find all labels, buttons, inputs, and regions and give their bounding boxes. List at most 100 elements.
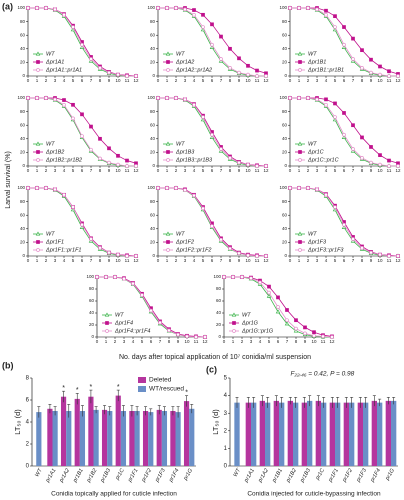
x-tick-label: 11 <box>255 258 260 263</box>
bar <box>93 409 99 466</box>
marker <box>246 63 250 68</box>
marker <box>36 248 40 252</box>
x-tick-label: 4 <box>63 78 66 83</box>
bar <box>175 412 181 466</box>
y-tick-label: 40 <box>20 46 26 51</box>
marker <box>167 328 171 333</box>
y-tick-label: 100 <box>86 274 94 279</box>
marker <box>333 14 337 19</box>
marker <box>134 74 138 78</box>
x-tick-label: 11 <box>125 258 130 263</box>
x-tick-label: pr1F1 <box>327 468 340 484</box>
y-tick-label: 0 <box>284 163 287 168</box>
legend-label: Δpr1F1::pr1F1 <box>45 247 81 253</box>
legend-label: Δpr1B1::pr1B1 <box>307 67 344 73</box>
marker <box>351 237 355 241</box>
marker <box>298 248 302 252</box>
x-tick-label: 9 <box>177 339 180 344</box>
x-tick-label: 1 <box>36 168 39 173</box>
y-tick-label: 1 <box>224 446 228 452</box>
bar <box>101 409 108 466</box>
marker <box>284 321 290 326</box>
y-tick-label: 0 <box>22 73 25 78</box>
y-tick-label: 80 <box>150 109 156 114</box>
marker <box>89 124 93 129</box>
y-tick-label: 60 <box>150 122 156 127</box>
y-tick-label: 8 <box>26 376 30 382</box>
bar <box>385 400 391 466</box>
marker <box>122 276 126 281</box>
marker <box>387 158 391 163</box>
marker <box>71 102 75 107</box>
marker <box>192 12 196 17</box>
marker <box>228 246 232 251</box>
marker <box>89 237 93 241</box>
x-tick-label: 3 <box>316 258 319 263</box>
marker <box>71 205 75 209</box>
x-tick-label: 7 <box>220 78 223 83</box>
legend-label: Δpr1G::pr1G <box>241 328 274 334</box>
legend-label: Δpr1G <box>241 320 259 326</box>
y-tick-label: 0 <box>284 253 287 258</box>
x-tick-label: 10 <box>377 168 383 173</box>
marker <box>35 231 41 236</box>
x-tick-label: 2 <box>45 78 48 83</box>
x-axis-label: No. days after topical application of 10… <box>119 354 311 361</box>
marker <box>276 295 280 300</box>
x-tick-label: 4 <box>193 168 196 173</box>
y-tick-label: 80 <box>150 199 156 204</box>
legend-label: WT <box>308 141 317 147</box>
x-tick-label: pr1F3 <box>355 467 368 484</box>
x-tick-label: 10 <box>377 258 383 263</box>
marker <box>183 97 187 102</box>
marker <box>341 134 347 139</box>
bar <box>279 402 285 466</box>
x-tick-label: pr1B3 <box>99 467 113 484</box>
x-tick-label: 6 <box>81 168 84 173</box>
marker <box>35 96 39 100</box>
marker <box>297 186 301 190</box>
x-tick-label: 3 <box>123 339 126 344</box>
marker <box>297 231 303 236</box>
y-tick-label: 100 <box>147 5 155 10</box>
bar <box>234 402 240 466</box>
marker <box>255 254 259 258</box>
significance-mark: * <box>117 384 120 391</box>
bar <box>170 411 176 466</box>
x-tick-label: 10 <box>377 78 383 83</box>
y-tick-label: 60 <box>89 298 95 303</box>
y-tick-label: 40 <box>20 226 26 231</box>
x-tick-label: 0 <box>27 258 30 263</box>
marker <box>387 74 391 78</box>
marker <box>134 254 138 258</box>
marker <box>294 326 298 331</box>
marker <box>246 253 250 258</box>
bar <box>321 402 327 466</box>
x-tick-label: 2 <box>175 78 178 83</box>
y-tick-label: 20 <box>216 322 222 327</box>
x-tick-label: 3 <box>184 258 187 263</box>
x-tick-label: pr1F3 <box>154 467 167 484</box>
x-tick-label: 0 <box>157 258 160 263</box>
y-tick-label: 4 <box>224 393 228 399</box>
marker <box>267 290 271 295</box>
marker <box>378 252 382 257</box>
x-tick-label: 11 <box>387 168 392 173</box>
y-tick-label: 100 <box>147 95 155 100</box>
x-tick-label: 0 <box>96 339 99 344</box>
x-tick-label: 2 <box>45 258 48 263</box>
y-tick-label: 20 <box>282 150 288 155</box>
marker <box>324 97 328 102</box>
x-tick-label: pr1F1 <box>127 468 140 484</box>
x-tick-label: pr1F2 <box>341 468 354 484</box>
bar <box>79 411 86 466</box>
marker <box>324 8 328 13</box>
x-tick-label: 8 <box>168 339 171 344</box>
bar <box>371 400 377 466</box>
marker <box>125 254 129 258</box>
marker <box>275 309 281 314</box>
x-tick-label: pr1G <box>384 467 396 482</box>
marker <box>79 224 85 229</box>
marker <box>210 132 214 137</box>
x-tick-label: 6 <box>343 78 346 83</box>
